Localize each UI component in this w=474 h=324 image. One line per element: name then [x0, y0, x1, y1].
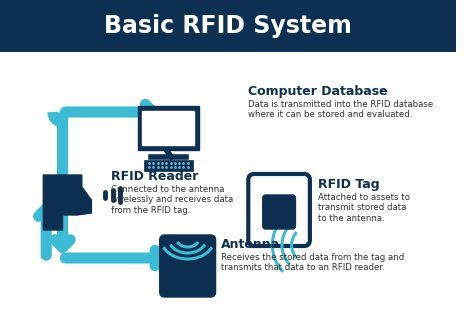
Text: Receives the stored data from the tag and
transmits that data to an RFID reader.: Receives the stored data from the tag an… [221, 253, 405, 272]
FancyBboxPatch shape [248, 174, 310, 246]
Text: Basic RFID System: Basic RFID System [104, 14, 352, 38]
Text: Antenna: Antenna [221, 238, 281, 251]
Text: Data is transmitted into the RFID database
where it can be stored and evaluated.: Data is transmitted into the RFID databa… [248, 100, 434, 120]
FancyBboxPatch shape [137, 106, 199, 150]
Text: Connected to the antenna
wirelessly and receives data
from the RFID tag.: Connected to the antenna wirelessly and … [110, 185, 233, 215]
Text: Computer Database: Computer Database [248, 85, 388, 98]
Text: Attached to assets to
transmit stored data
to the antenna.: Attached to assets to transmit stored da… [318, 193, 410, 223]
Bar [0, 0, 456, 52]
Bar [142, 111, 194, 145]
FancyBboxPatch shape [144, 159, 193, 170]
FancyBboxPatch shape [263, 195, 295, 229]
FancyBboxPatch shape [160, 235, 216, 297]
Text: RFID Tag: RFID Tag [318, 178, 379, 191]
Polygon shape [43, 175, 91, 230]
Text: RFID Reader: RFID Reader [110, 170, 198, 183]
